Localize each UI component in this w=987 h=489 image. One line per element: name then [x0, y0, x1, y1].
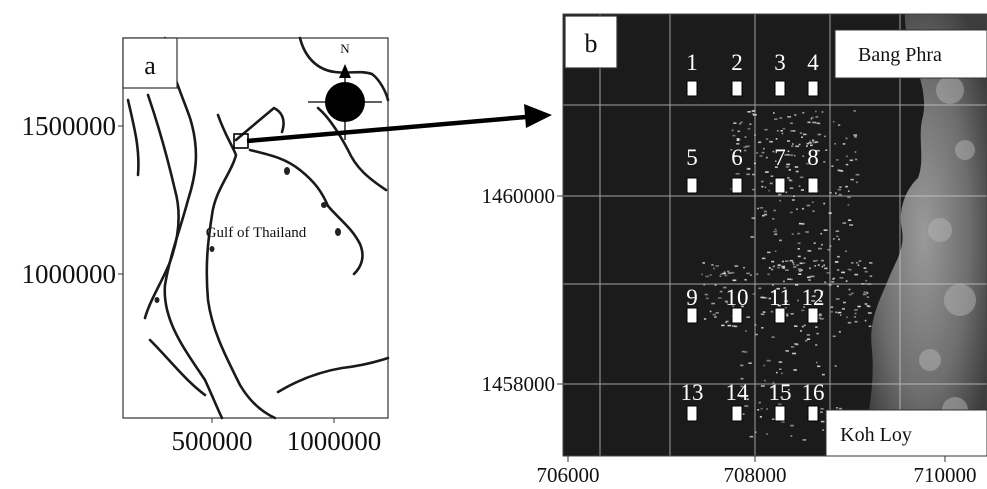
station-marker [807, 80, 819, 97]
panel-a-label: a [144, 51, 156, 80]
panel-a-x-tick-1000000: 1000000 [287, 426, 382, 456]
station-number: 5 [686, 145, 698, 170]
station-16: 16 [802, 380, 825, 422]
station-marker [774, 307, 786, 324]
station-marker [807, 307, 819, 324]
station-15: 15 [769, 380, 792, 422]
coastline-south [276, 356, 390, 394]
panel-b-x-tick-710000: 710000 [914, 463, 977, 487]
station-7: 7 [774, 145, 786, 194]
station-number: 2 [731, 50, 743, 75]
station-10: 10 [726, 285, 749, 324]
panel-a-y-tick-1000000: 1000000 [22, 259, 117, 289]
north-arrow-icon: N [308, 41, 382, 140]
station-marker [807, 405, 819, 422]
island [209, 246, 215, 252]
panel-b-x-tick-708000: 708000 [724, 463, 787, 487]
panel-a-y-tick-1500000: 1500000 [22, 111, 117, 141]
station-1: 1 [686, 50, 698, 97]
place-label-box-bottom [825, 409, 987, 457]
panel-b-label: b [585, 29, 598, 58]
panel-b-y-tick-1458000: 1458000 [482, 372, 556, 396]
panel-b-label-box [564, 15, 618, 69]
island [284, 167, 290, 175]
station-number: 4 [807, 50, 819, 75]
island [321, 202, 327, 208]
place-label-box-top [834, 29, 987, 79]
coastline-far-west [126, 98, 140, 177]
place-label-bang-phra: Bang Phra [858, 44, 942, 66]
station-marker [807, 177, 819, 194]
station-marker [686, 307, 698, 324]
station-number: 8 [807, 145, 819, 170]
panel-b-grid [563, 14, 987, 456]
station-marker [774, 80, 786, 97]
station-2: 2 [731, 50, 743, 97]
panel-a-map: a N Gulf of Thailand 1500000 1000000 500… [22, 36, 390, 456]
island [335, 228, 341, 236]
station-marker [731, 405, 743, 422]
station-8: 8 [807, 145, 819, 194]
station-marker [774, 177, 786, 194]
station-4: 4 [807, 50, 819, 97]
island [154, 297, 160, 303]
panel-b-frame [562, 13, 987, 457]
station-marker [686, 80, 698, 97]
station-number: 7 [774, 145, 786, 170]
coastline-west-inner [143, 93, 180, 320]
coastline-gulf-west [205, 113, 277, 420]
coastline-east-mekong [298, 36, 390, 102]
coastline-east-lower [316, 106, 388, 192]
station-number: 6 [731, 145, 743, 170]
station-14: 14 [726, 380, 750, 422]
station-marker [686, 177, 698, 194]
north-label: N [340, 41, 350, 56]
coastline-southwest [148, 338, 207, 397]
station-13: 13 [681, 380, 704, 422]
station-12: 12 [802, 285, 825, 324]
station-9: 9 [686, 285, 698, 324]
panel-b-axes [557, 195, 946, 462]
coastline-gulf-east [248, 148, 364, 276]
station-6: 6 [731, 145, 743, 194]
station-number: 12 [802, 285, 825, 310]
panel-a-y-axis [118, 125, 123, 275]
station-number: 9 [686, 285, 698, 310]
station-number: 14 [726, 380, 750, 405]
zoom-arrow [246, 104, 552, 144]
station-number: 11 [769, 285, 791, 310]
panel-a-label-box [122, 37, 178, 89]
panel-b-x-tick-706000: 706000 [537, 463, 600, 487]
station-marker [731, 80, 743, 97]
panel-a-coastlines [126, 36, 390, 420]
panel-a-islands [154, 167, 341, 303]
panel-b-y-tick-1460000: 1460000 [482, 184, 556, 208]
station-marker [731, 307, 743, 324]
station-3: 3 [774, 50, 786, 97]
station-marker [774, 405, 786, 422]
coast-land [860, 14, 987, 456]
panel-a-x-tick-500000: 500000 [172, 426, 253, 456]
station-number: 15 [769, 380, 792, 405]
station-number: 16 [802, 380, 825, 405]
station-number: 1 [686, 50, 698, 75]
panel-a-x-axis [211, 418, 335, 423]
gulf-label: Gulf of Thailand [206, 225, 307, 241]
station-5: 5 [686, 145, 698, 194]
station-number: 13 [681, 380, 704, 405]
coastline-gulf-north [234, 106, 285, 142]
station-marker [731, 177, 743, 194]
station-11: 11 [769, 285, 791, 324]
place-label-koh-loy: Koh Loy [840, 424, 912, 446]
station-marker [686, 405, 698, 422]
station-number: 3 [774, 50, 786, 75]
station-number: 10 [726, 285, 749, 310]
